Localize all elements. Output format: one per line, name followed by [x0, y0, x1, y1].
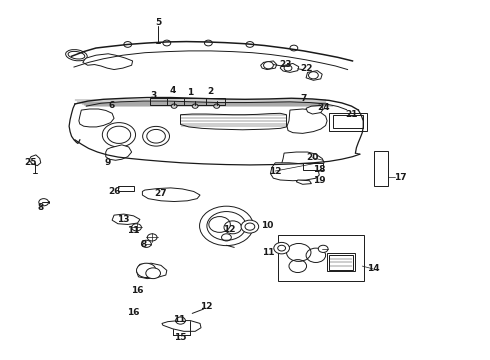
Text: 14: 14	[367, 265, 379, 274]
Circle shape	[163, 40, 171, 46]
Text: 4: 4	[170, 86, 176, 95]
Bar	[329, 113, 367, 131]
Polygon shape	[306, 105, 323, 114]
Text: 25: 25	[24, 158, 36, 167]
Circle shape	[309, 72, 318, 79]
Text: 13: 13	[117, 215, 129, 224]
Text: 8: 8	[38, 203, 44, 212]
Circle shape	[124, 41, 132, 47]
Text: 26: 26	[108, 187, 121, 196]
Polygon shape	[79, 109, 114, 127]
Text: 8: 8	[140, 240, 147, 249]
Text: 20: 20	[306, 153, 318, 162]
Polygon shape	[280, 63, 299, 72]
Text: 22: 22	[300, 64, 312, 73]
Polygon shape	[83, 54, 133, 69]
Polygon shape	[106, 145, 132, 160]
Circle shape	[246, 41, 254, 47]
Text: 24: 24	[317, 103, 329, 112]
Text: 3: 3	[150, 91, 156, 100]
Text: 11: 11	[173, 315, 185, 324]
Text: 9: 9	[104, 158, 110, 167]
Bar	[303, 163, 323, 170]
Text: 19: 19	[313, 176, 325, 185]
Circle shape	[137, 263, 156, 278]
Circle shape	[132, 224, 142, 231]
Polygon shape	[282, 152, 324, 168]
Circle shape	[175, 317, 185, 324]
Text: 15: 15	[174, 333, 187, 342]
Circle shape	[245, 223, 255, 230]
Polygon shape	[296, 180, 312, 184]
Polygon shape	[261, 61, 277, 69]
Bar	[333, 116, 363, 129]
Circle shape	[318, 245, 328, 252]
Bar	[150, 98, 225, 105]
Text: 16: 16	[131, 286, 144, 295]
Bar	[329, 255, 353, 270]
Text: 16: 16	[127, 308, 140, 317]
Circle shape	[192, 104, 198, 108]
Circle shape	[214, 104, 220, 108]
Text: 23: 23	[279, 60, 292, 69]
Polygon shape	[112, 214, 140, 225]
Text: 11: 11	[262, 248, 275, 257]
Polygon shape	[287, 109, 327, 134]
Text: 11: 11	[127, 226, 140, 235]
Text: 1: 1	[187, 87, 194, 96]
Text: 17: 17	[394, 173, 407, 182]
Text: 18: 18	[313, 166, 325, 175]
Text: 12: 12	[223, 225, 236, 234]
Circle shape	[146, 268, 160, 279]
Polygon shape	[29, 155, 41, 166]
Text: 7: 7	[300, 94, 307, 103]
Polygon shape	[143, 188, 200, 202]
Circle shape	[207, 212, 246, 240]
Circle shape	[171, 104, 177, 108]
Text: 27: 27	[155, 189, 167, 198]
Text: 10: 10	[261, 221, 273, 230]
Text: 12: 12	[269, 167, 282, 176]
Polygon shape	[180, 113, 287, 130]
Circle shape	[290, 45, 298, 51]
Bar	[118, 186, 134, 192]
Circle shape	[204, 40, 212, 46]
Polygon shape	[306, 71, 322, 80]
Circle shape	[39, 199, 49, 206]
Bar	[374, 151, 388, 186]
Circle shape	[142, 240, 151, 247]
Circle shape	[241, 220, 259, 233]
Text: 6: 6	[109, 101, 115, 110]
Polygon shape	[162, 320, 201, 331]
Text: 5: 5	[155, 18, 161, 27]
Text: 12: 12	[199, 302, 212, 311]
Bar	[278, 235, 364, 281]
Text: 2: 2	[208, 86, 214, 95]
Text: 21: 21	[345, 110, 358, 119]
Circle shape	[274, 242, 290, 254]
Circle shape	[264, 62, 273, 69]
Polygon shape	[137, 263, 167, 279]
Circle shape	[147, 234, 157, 241]
Circle shape	[199, 206, 253, 246]
Bar	[327, 253, 355, 271]
Polygon shape	[270, 163, 319, 181]
